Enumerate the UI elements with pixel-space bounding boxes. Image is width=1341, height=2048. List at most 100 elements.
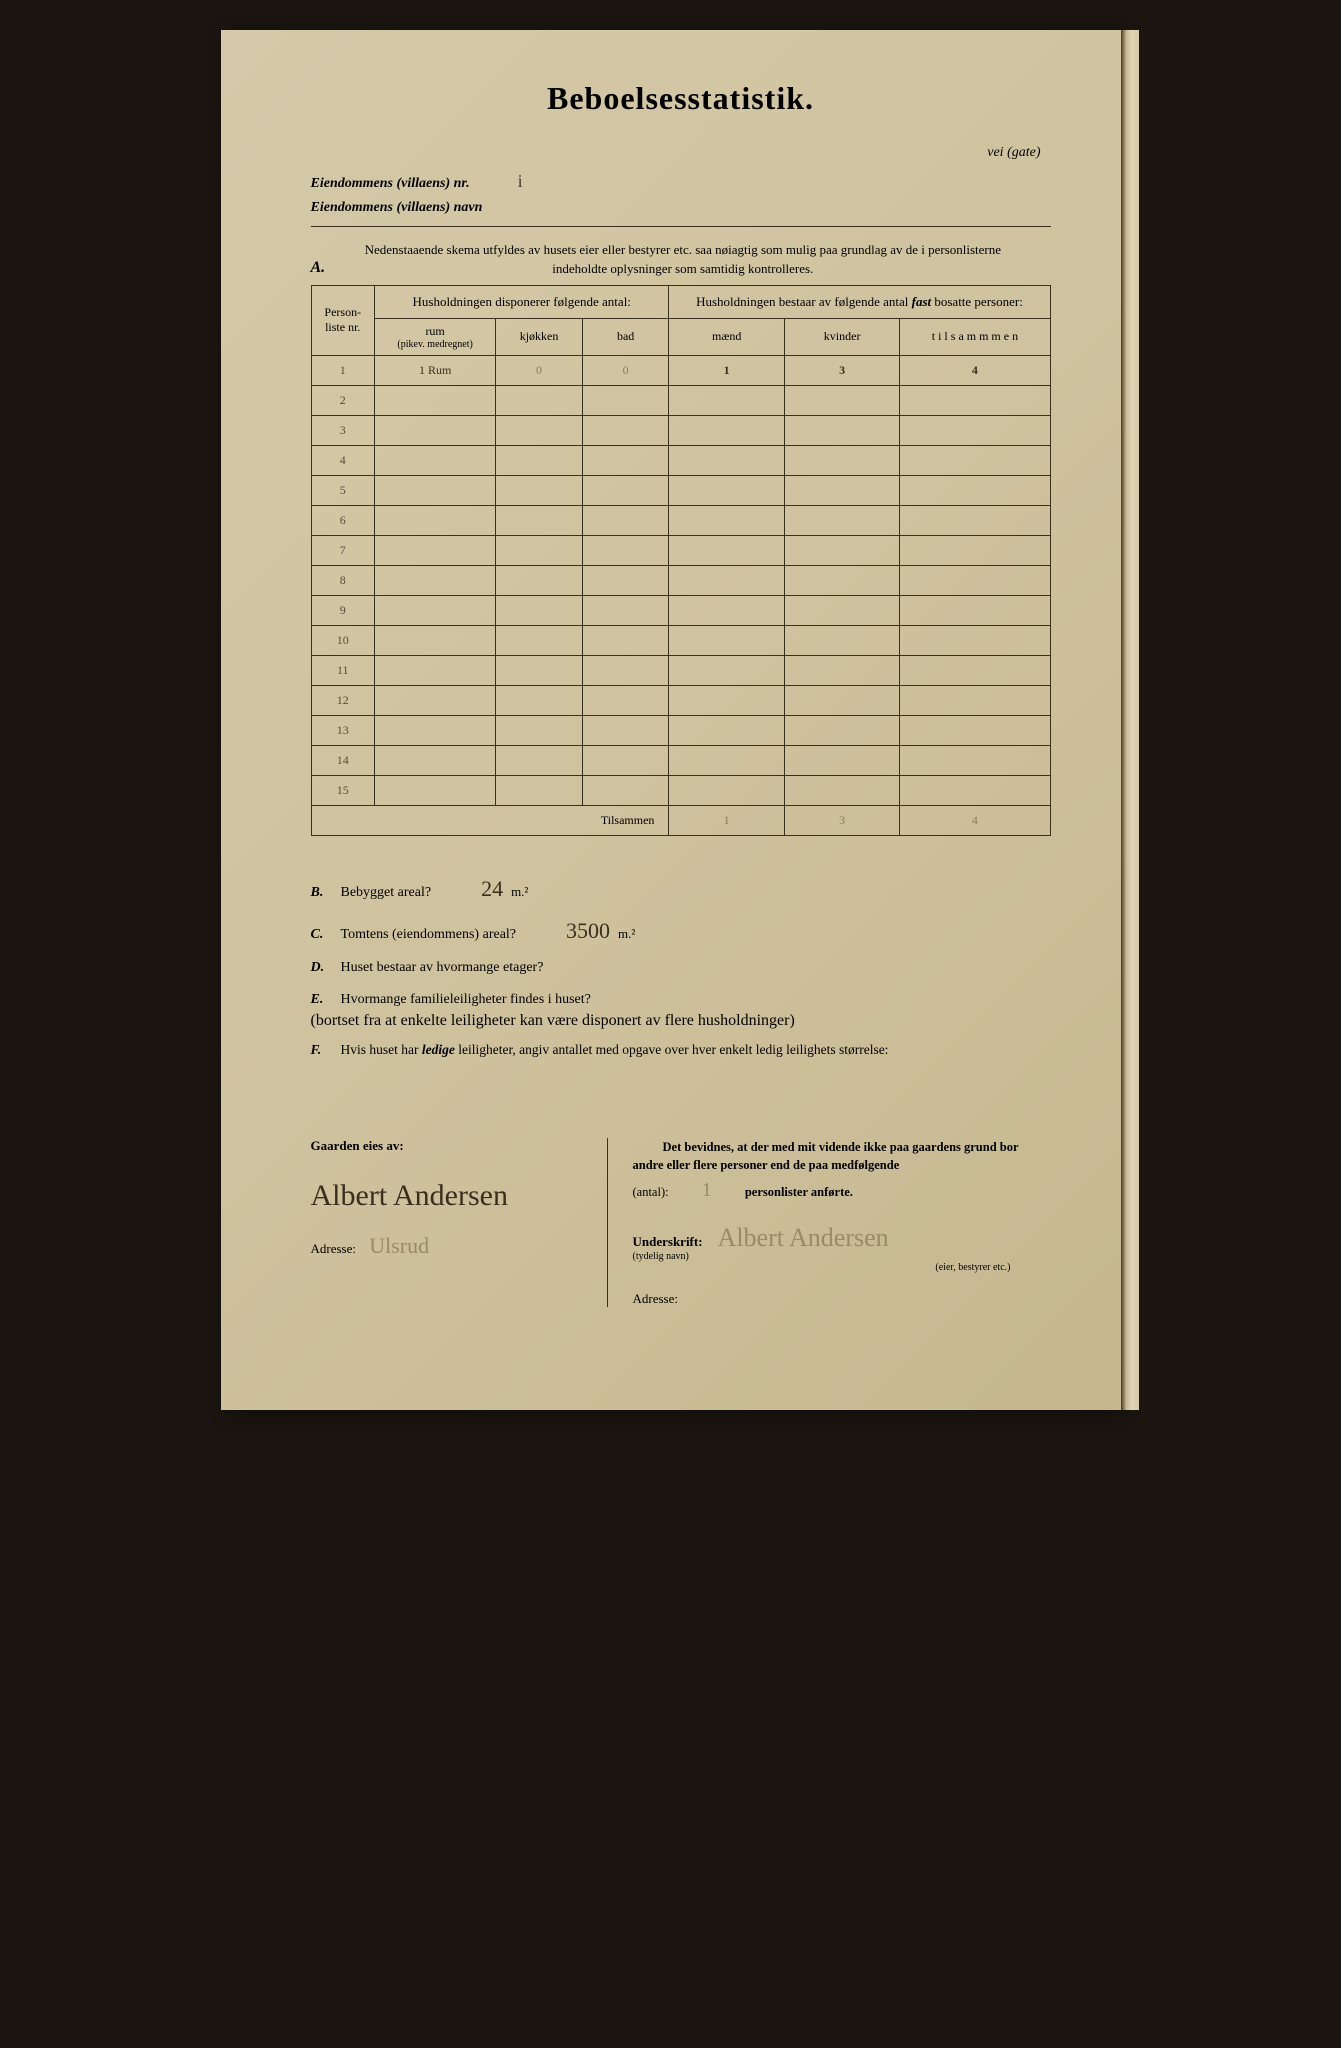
table-cell: 9 <box>311 595 375 625</box>
table-cell: 8 <box>311 565 375 595</box>
left-adresse-value: Ulsrud <box>369 1233 429 1258</box>
table-cell <box>582 775 669 805</box>
table-cell <box>784 715 899 745</box>
table-cell <box>900 415 1050 445</box>
qd-letter: D. <box>311 960 341 976</box>
table-cell: 11 <box>311 655 375 685</box>
antal-label: (antal): <box>633 1185 669 1199</box>
table-row: 3 <box>311 415 1050 445</box>
qc-letter: C. <box>311 927 341 943</box>
question-f: F. Hvis huset har ledige leiligheter, an… <box>311 1042 1051 1058</box>
table-cell <box>900 745 1050 775</box>
total-maend: 1 <box>669 805 784 835</box>
table-cell <box>496 385 583 415</box>
totals-row: Tilsammen 1 3 4 <box>311 805 1050 835</box>
table-cell <box>496 565 583 595</box>
table-row: 15 <box>311 775 1050 805</box>
table-cell <box>375 535 496 565</box>
table-cell <box>900 715 1050 745</box>
header-nr-row: Eiendommens (villaens) nr. i <box>311 171 1051 192</box>
table-cell <box>784 565 899 595</box>
th-maend: mænd <box>669 318 784 355</box>
table-cell <box>375 505 496 535</box>
table-cell: 1 <box>311 355 375 385</box>
table-cell <box>375 655 496 685</box>
underskrift-value: Albert Andersen <box>718 1223 889 1253</box>
table-cell: 3 <box>784 355 899 385</box>
table-cell <box>900 625 1050 655</box>
qe-text: Hvormange familieleiligheter findes i hu… <box>341 992 591 1008</box>
right-adresse-row: Adresse: <box>633 1291 1051 1307</box>
table-cell <box>375 565 496 595</box>
table-cell <box>669 625 784 655</box>
antal-value: 1 <box>702 1179 712 1201</box>
qd-text: Huset bestaar av hvormange etager? <box>341 960 544 976</box>
left-adresse-row: Adresse: Ulsrud <box>311 1233 587 1259</box>
table-cell <box>669 385 784 415</box>
table-cell <box>496 505 583 535</box>
table-cell <box>784 745 899 775</box>
table-cell <box>496 745 583 775</box>
table-cell <box>669 775 784 805</box>
table-body: 11 Rum0013423456789101112131415 <box>311 355 1050 805</box>
qb-answer: 24 <box>481 876 503 902</box>
table-cell <box>375 415 496 445</box>
table-cell <box>669 475 784 505</box>
table-cell: 13 <box>311 715 375 745</box>
table-cell <box>375 385 496 415</box>
qe-letter: E. <box>311 992 341 1008</box>
table-row: 4 <box>311 445 1050 475</box>
table-cell <box>669 745 784 775</box>
table-cell: 15 <box>311 775 375 805</box>
underskrift-row: Underskrift: (tydelig navn) Albert Ander… <box>633 1223 1051 1262</box>
section-a-letter: A. <box>311 259 326 277</box>
table-cell <box>784 625 899 655</box>
table-cell <box>784 445 899 475</box>
th-kvinder: kvinder <box>784 318 899 355</box>
table-cell: 14 <box>311 745 375 775</box>
qe-subnote: (bortset fra at enkelte leiligheter kan … <box>311 1012 795 1029</box>
table-cell <box>784 385 899 415</box>
table-cell <box>900 475 1050 505</box>
table-cell <box>582 445 669 475</box>
nr-label: Eiendommens (villaens) nr. <box>311 176 470 192</box>
qc-unit: m.² <box>618 926 635 942</box>
section-a: A. Nedenstaaende skema utfyldes av huset… <box>311 241 1051 279</box>
left-adresse-label: Adresse: <box>311 1241 357 1256</box>
table-cell <box>496 595 583 625</box>
table-cell <box>784 505 899 535</box>
table-cell <box>900 685 1050 715</box>
table-cell <box>582 385 669 415</box>
table-cell: 4 <box>311 445 375 475</box>
table-cell <box>669 445 784 475</box>
table-row: 2 <box>311 385 1050 415</box>
table-cell <box>582 475 669 505</box>
table-cell <box>582 745 669 775</box>
document-title: Beboelsesstatistik. <box>311 80 1051 117</box>
total-tilsammen: 4 <box>900 805 1050 835</box>
table-cell <box>496 715 583 745</box>
th-bad: bad <box>582 318 669 355</box>
table-row: 6 <box>311 505 1050 535</box>
statement: Det bevidnes, at der med mit vidende ikk… <box>633 1138 1051 1206</box>
table-cell <box>582 715 669 745</box>
table-cell <box>669 565 784 595</box>
section-a-text: Nedenstaaende skema utfyldes av husets e… <box>355 241 1050 279</box>
table-cell <box>900 565 1050 595</box>
totals-label: Tilsammen <box>311 805 669 835</box>
table-row: 8 <box>311 565 1050 595</box>
total-kvinder: 3 <box>784 805 899 835</box>
owner-signature: Albert Andersen <box>311 1179 587 1213</box>
gr-suffix: bosatte personer: <box>931 294 1023 309</box>
underskrift-sub: (tydelig navn) <box>633 1251 703 1262</box>
eier-note: (eier, bestyrer etc.) <box>633 1262 1051 1273</box>
vei-gate-label: vei (gate) <box>311 145 1051 161</box>
table-cell <box>900 655 1050 685</box>
th-rum-sub: (pikev. medregnet) <box>379 339 491 350</box>
qb-unit: m.² <box>511 884 528 900</box>
table-cell <box>784 595 899 625</box>
table-cell <box>496 655 583 685</box>
table-cell <box>375 625 496 655</box>
table-cell <box>582 625 669 655</box>
nr-value: i <box>518 171 523 192</box>
